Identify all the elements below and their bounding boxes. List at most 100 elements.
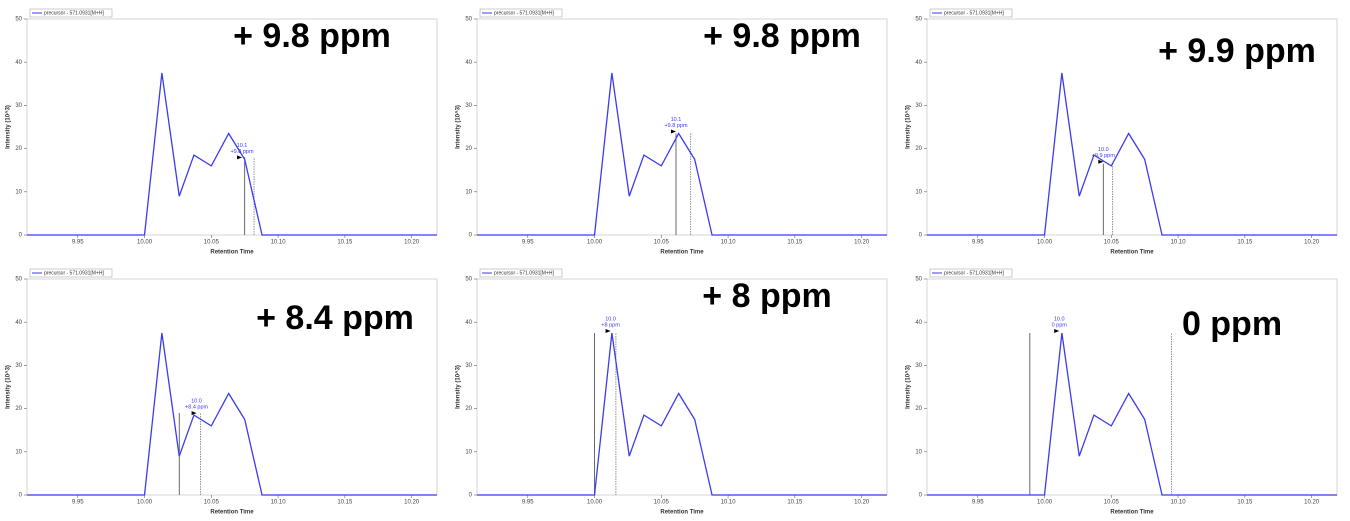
peak-marker [237,155,243,160]
legend-label: precursor - 571.0931[M+H] [44,271,105,277]
peak-marker [605,329,611,333]
x-tick-label: 9.95 [522,240,534,246]
y-axis-label: Intensity (10^3) [906,105,912,149]
x-tick-label: 10.15 [787,500,803,506]
peak-label: 10.0 [605,316,616,322]
y-tick-label: 40 [915,320,922,326]
y-tick-label: 50 [465,277,472,283]
y-tick-label: 10 [465,189,472,195]
x-tick-label: 10.20 [854,500,870,506]
plot-frame [476,278,888,496]
x-tick-label: 9.95 [72,240,84,246]
series-line [27,72,437,236]
x-tick-label: 9.95 [72,500,84,506]
x-tick-label: 10.05 [1104,500,1120,506]
y-tick-label: 40 [465,320,472,326]
y-tick-label: 40 [465,60,472,66]
y-tick-label: 20 [15,406,22,412]
x-tick-label: 10.10 [721,500,737,506]
x-axis-label: Retention Time [660,510,704,516]
x-axis-label: Retention Time [1110,510,1154,516]
ppm-annotation: + 9.8 ppm [233,17,391,55]
x-tick-label: 10.05 [204,240,220,246]
y-tick-label: 20 [15,146,22,152]
y-tick-label: 0 [19,233,23,239]
peak-label: +8 ppm [601,322,620,328]
y-tick-label: 40 [15,60,22,66]
x-tick-label: 10.05 [1104,240,1120,246]
x-tick-label: 10.15 [787,240,803,246]
chart-panel: 0 10 20 30 40 50 9.95 10.00 10.05 10.10 10.15 10.20… [6,8,438,256]
x-tick-label: 10.05 [204,500,220,506]
peak-label: +9.8 ppm [230,149,254,155]
legend-box [479,268,563,278]
legend-box [929,8,1013,18]
plot-frame [926,278,1338,496]
x-tick-label: 10.15 [337,240,353,246]
x-tick-label: 10.00 [137,500,153,506]
x-tick-label: 10.15 [1237,500,1253,506]
x-tick-label: 10.00 [1037,240,1053,246]
x-tick-label: 9.95 [522,500,534,506]
x-tick-label: 10.05 [654,500,670,506]
x-tick-label: 10.20 [854,240,870,246]
ppm-annotation: + 8 ppm [702,277,831,315]
peak-marker [670,129,676,134]
y-axis-label: Intensity (10^3) [456,105,462,149]
chart-panel: 0 10 20 30 40 50 9.95 10.00 10.05 10.10 10.15 10.20… [906,8,1338,256]
peak-label: 10.1 [671,117,682,123]
y-axis-label: Intensity (10^3) [6,105,12,149]
y-tick-label: 10 [465,449,472,455]
y-axis-label: Intensity (10^3) [6,365,12,409]
x-tick-label: 10.15 [1237,240,1253,246]
x-tick-label: 10.10 [1171,500,1187,506]
y-tick-label: 0 [919,493,923,499]
x-tick-label: 10.05 [654,240,670,246]
series-line [927,72,1337,236]
x-tick-label: 10.00 [137,240,153,246]
ppm-annotation: 0 ppm [1182,305,1282,343]
legend-box [29,8,113,18]
y-tick-label: 30 [915,363,922,369]
y-tick-label: 50 [465,17,472,23]
y-tick-label: 50 [915,17,922,23]
y-tick-label: 0 [469,233,473,239]
peak-label: 10.0 [1054,316,1065,322]
ppm-annotation: + 9.8 ppm [703,17,861,55]
peak-label: +8.4 ppm [185,405,209,411]
y-tick-label: 10 [915,189,922,195]
x-tick-label: 10.10 [1171,240,1187,246]
peak-label: +9.8 ppm [664,123,688,129]
y-tick-label: 0 [919,233,923,239]
x-tick-label: 10.15 [337,500,353,506]
y-tick-label: 0 [469,493,473,499]
y-tick-label: 10 [15,189,22,195]
y-tick-label: 20 [465,146,472,152]
y-tick-label: 0 [19,493,23,499]
plot-frame [26,18,438,236]
y-tick-label: 30 [465,363,472,369]
plot-frame [476,18,888,236]
legend-label: precursor - 571.0931[M+H] [494,11,555,17]
legend-label: precursor - 571.0931[M+H] [944,11,1005,17]
y-tick-label: 50 [915,277,922,283]
x-tick-label: 10.00 [587,240,603,246]
x-axis-label: Retention Time [1110,250,1154,256]
y-tick-label: 40 [15,320,22,326]
y-tick-label: 30 [15,103,22,109]
x-tick-label: 10.20 [1304,500,1320,506]
chart-panel: 0 10 20 30 40 50 9.95 10.00 10.05 10.10 10.15 10.20… [456,268,888,516]
y-tick-label: 20 [465,406,472,412]
legend-box [929,268,1013,278]
ppm-annotation: + 8.4 ppm [256,299,414,337]
peak-label: 10.0 [1098,147,1109,153]
peak-label: 0 ppm [1052,322,1068,328]
y-axis-label: Intensity (10^3) [906,365,912,409]
x-axis-label: Retention Time [210,250,254,256]
x-tick-label: 10.20 [1304,240,1320,246]
peak-marker [1054,329,1060,333]
y-tick-label: 30 [15,363,22,369]
legend-label: precursor - 571.0931[M+H] [494,271,555,277]
y-tick-label: 20 [915,406,922,412]
